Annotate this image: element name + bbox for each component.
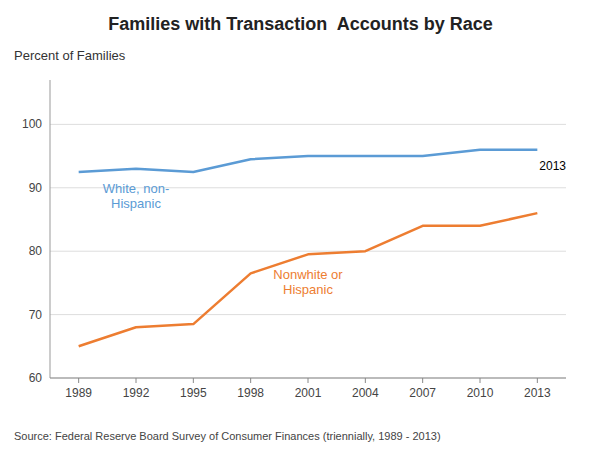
text-line: Hispanic bbox=[111, 196, 161, 211]
y-axis-label: Percent of Families bbox=[14, 48, 126, 63]
chart: Families with Transaction Accounts by Ra… bbox=[0, 0, 601, 450]
x-tick bbox=[78, 378, 79, 383]
series-line bbox=[79, 213, 538, 346]
lines bbox=[79, 150, 538, 347]
x-tick bbox=[250, 378, 251, 383]
x-tick bbox=[365, 378, 366, 383]
grid-line bbox=[50, 314, 566, 315]
source-note: Source: Federal Reserve Board Survey of … bbox=[14, 430, 441, 442]
x-tick bbox=[537, 378, 538, 383]
x-tick bbox=[136, 378, 137, 383]
x-tick-label: 2010 bbox=[467, 386, 494, 400]
y-tick-label: 70 bbox=[29, 308, 43, 322]
text-line: Hispanic bbox=[283, 282, 333, 297]
series-label: White, non-Hispanic bbox=[103, 181, 169, 211]
x-tick-label: 1992 bbox=[123, 386, 150, 400]
x-tick bbox=[422, 378, 423, 383]
x-tick-label: 2004 bbox=[352, 386, 379, 400]
x-tick-label: 2001 bbox=[295, 386, 322, 400]
x-tick bbox=[480, 378, 481, 383]
series-label: Nonwhite orHispanic bbox=[273, 267, 343, 297]
grid-line bbox=[50, 124, 566, 125]
x-tick bbox=[193, 378, 194, 383]
y-tick-label: 90 bbox=[29, 181, 43, 195]
y-tick-label: 100 bbox=[22, 117, 42, 131]
y-tick-label: 80 bbox=[29, 244, 43, 258]
grid-line bbox=[50, 251, 566, 252]
x-tick-label: 2007 bbox=[409, 386, 436, 400]
grid bbox=[50, 124, 566, 378]
series-line bbox=[79, 150, 538, 172]
text-line: Nonwhite or bbox=[273, 267, 343, 282]
title: Families with Transaction Accounts by Ra… bbox=[108, 14, 492, 34]
y-tick-label: 60 bbox=[29, 371, 43, 385]
text-line: White, non- bbox=[103, 181, 169, 196]
x-tick-label: 1989 bbox=[65, 386, 92, 400]
x-tick-label: 2013 bbox=[524, 386, 551, 400]
y-axis-line bbox=[50, 80, 51, 378]
x-tick-label: 1998 bbox=[237, 386, 264, 400]
annotation: 2013 bbox=[539, 159, 566, 173]
x-tick bbox=[308, 378, 309, 383]
x-tick-label: 1995 bbox=[180, 386, 207, 400]
